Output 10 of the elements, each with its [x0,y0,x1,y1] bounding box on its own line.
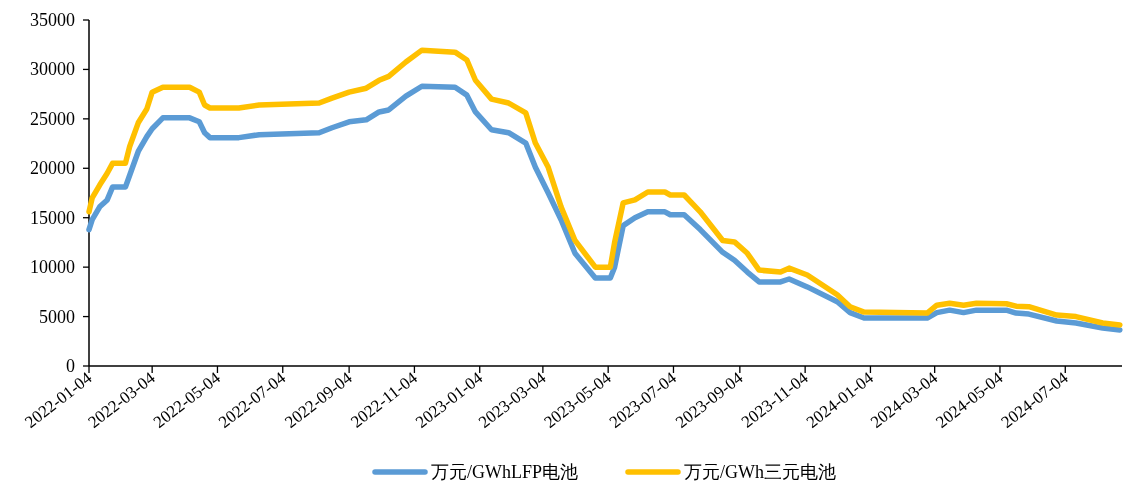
y-tick-label: 20000 [30,158,75,179]
y-tick-label: 5000 [39,306,75,327]
y-tick-label: 30000 [30,59,75,80]
y-tick-label: 25000 [30,108,75,129]
legend-label: 万元/GWhLFP电池 [430,462,579,482]
y-tick-label: 15000 [30,207,75,228]
y-tick-label: 0 [66,356,75,376]
y-tick-label: 10000 [30,257,75,278]
legend-label: 万元/GWh三元电池 [684,462,837,482]
y-tick-label: 35000 [30,10,75,30]
